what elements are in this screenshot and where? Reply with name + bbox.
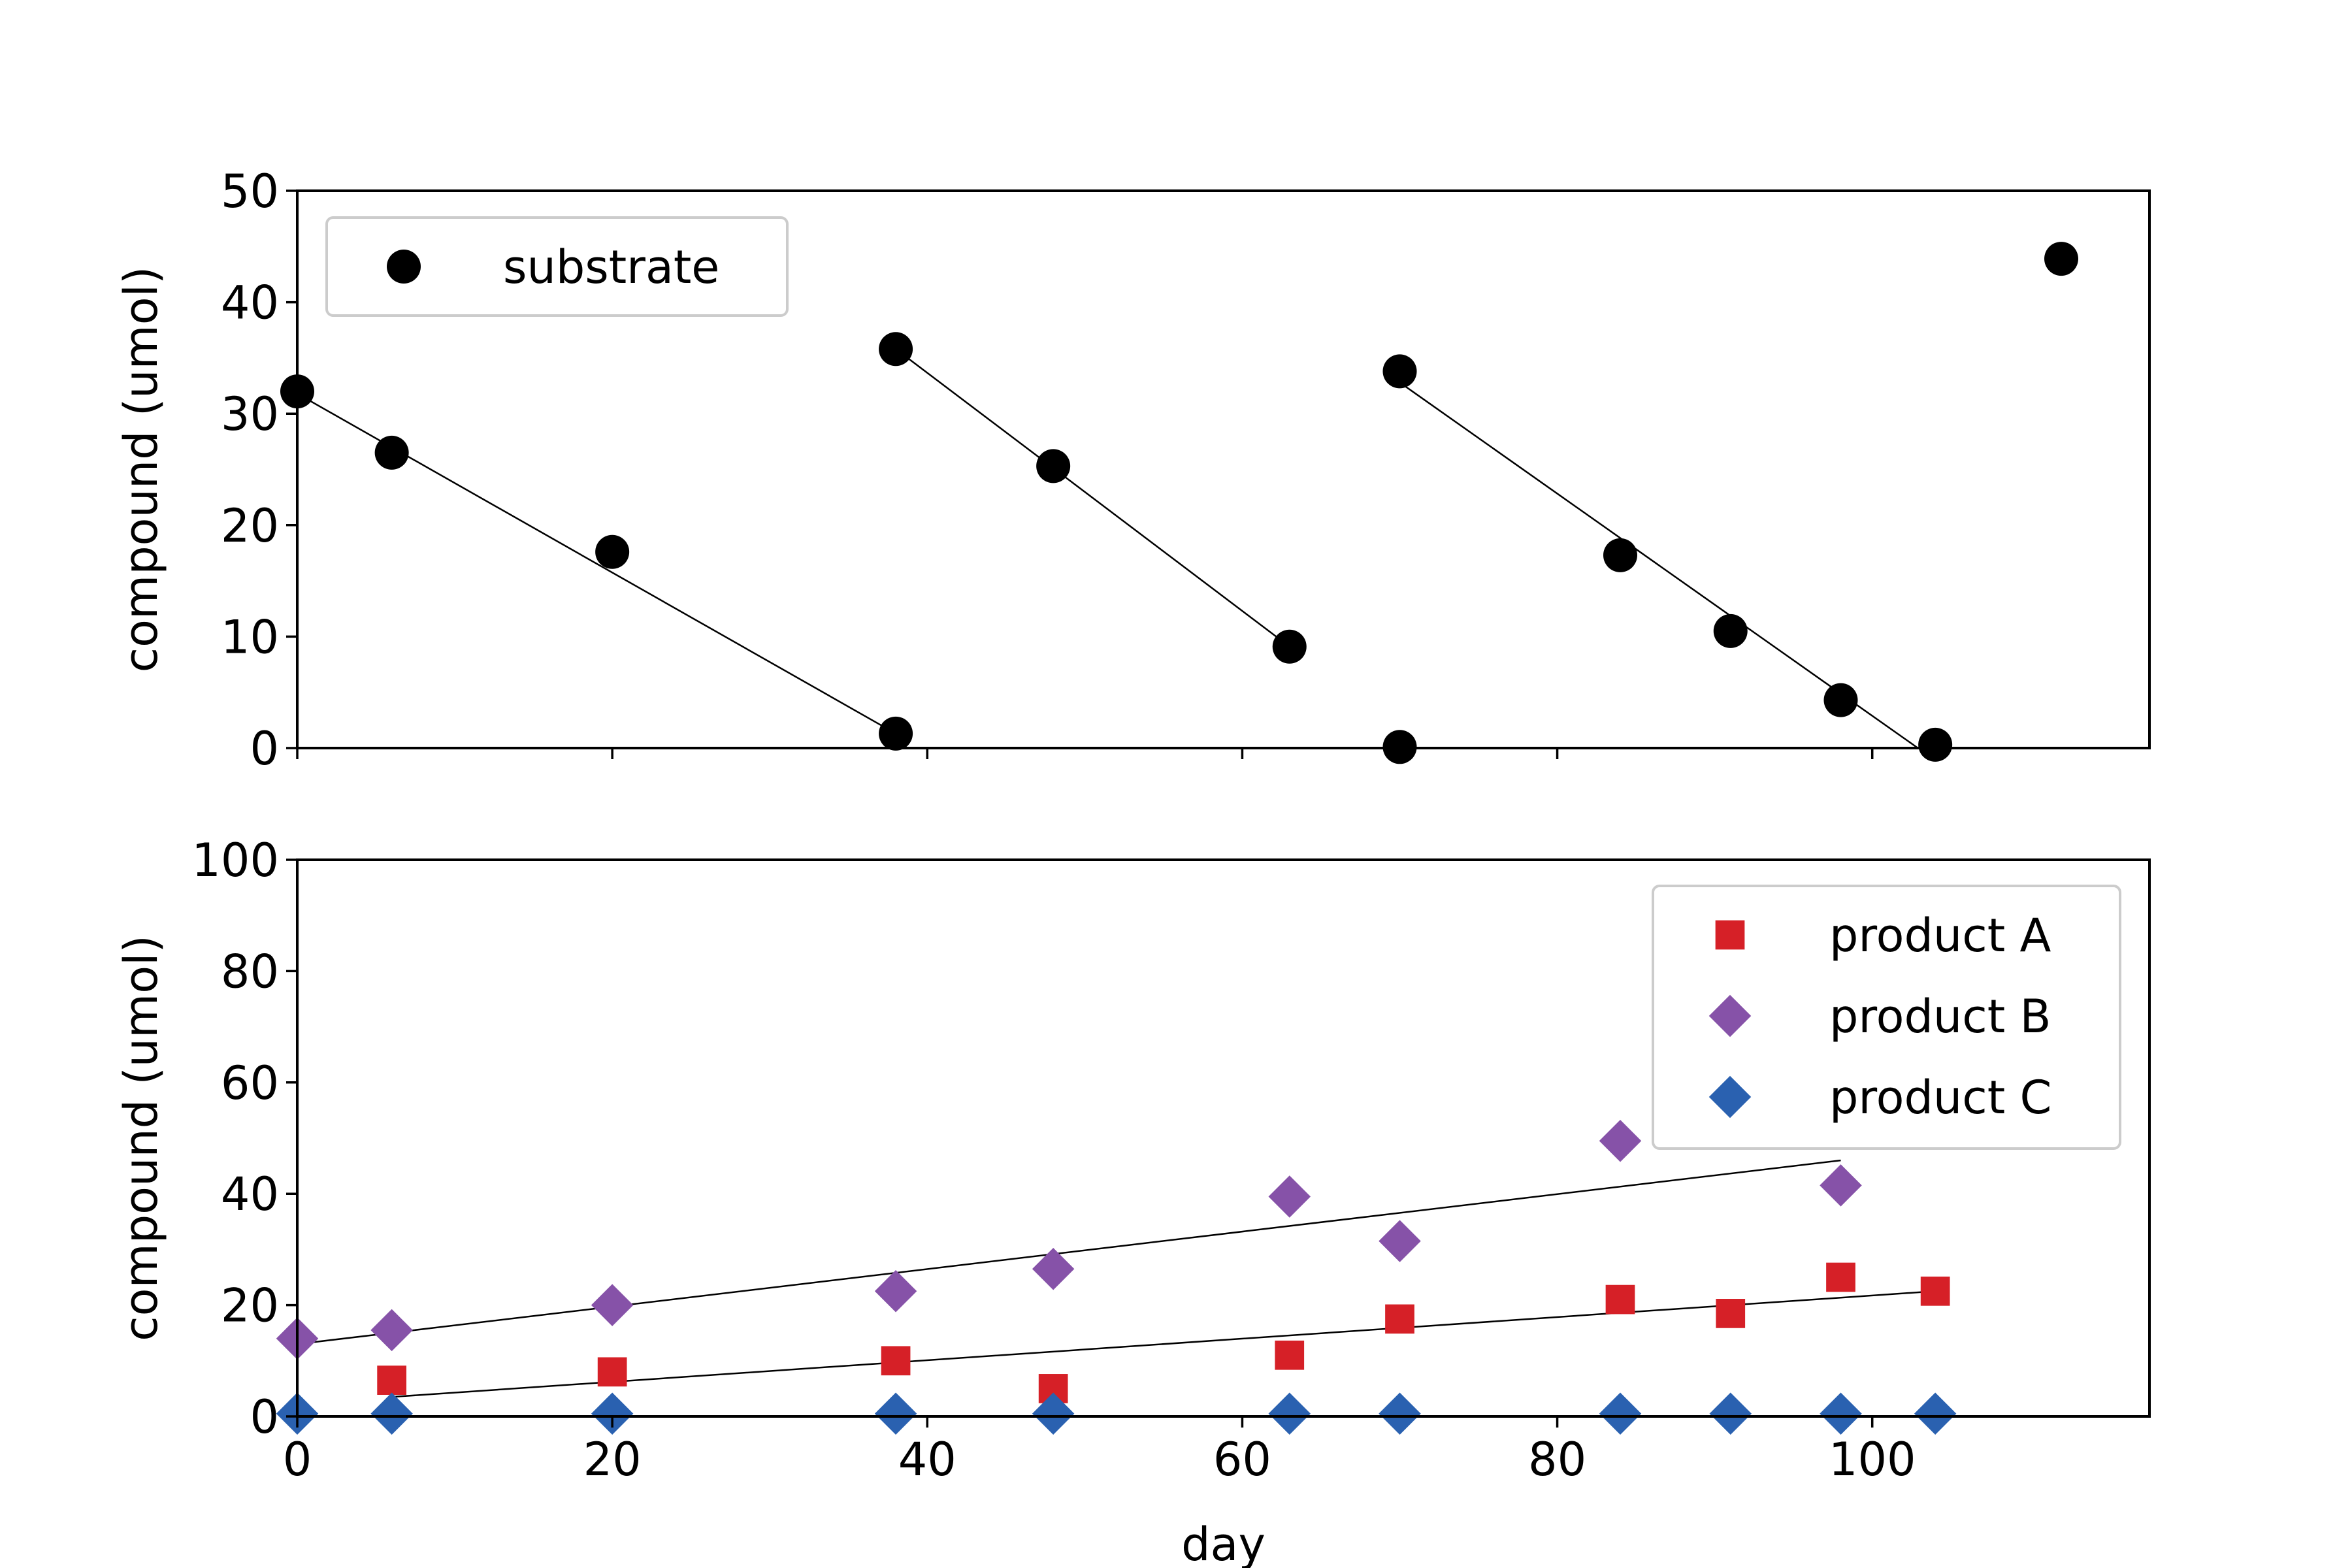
x-tick-label: 0 <box>283 1433 312 1486</box>
fit-line-2 <box>895 348 1290 647</box>
product-b-point-8 <box>1599 1120 1642 1162</box>
y-tick-label: 0 <box>250 722 279 776</box>
product-a-point-5 <box>1275 1340 1305 1370</box>
axes-frame <box>296 189 2151 749</box>
product-c-point-2 <box>370 1392 413 1435</box>
substrate-point-13 <box>1918 727 1953 762</box>
product-b-point-3 <box>591 1284 634 1326</box>
substrate-point-2 <box>374 435 409 470</box>
y-tick-label: 20 <box>221 1279 279 1333</box>
y-tick-label: 60 <box>221 1056 279 1110</box>
y-tick-label: 40 <box>221 1168 279 1221</box>
legend: substrate <box>325 216 789 317</box>
product-c-point-11 <box>1914 1392 1957 1435</box>
product-c-point-6 <box>1268 1392 1311 1435</box>
x-tick-label: 100 <box>1829 1433 1916 1486</box>
product-a-point-9 <box>1826 1262 1855 1292</box>
substrate-point-14 <box>2044 242 2078 276</box>
legend-label: product B <box>1829 990 2051 1043</box>
y-tick-label: 0 <box>250 1390 279 1444</box>
x-tick-label: 80 <box>1528 1433 1586 1486</box>
data-points <box>280 242 2078 764</box>
product-a-point-3 <box>881 1346 911 1376</box>
product-b-point-5 <box>1032 1247 1075 1290</box>
product-b-point-9 <box>1820 1164 1862 1207</box>
y-tick-label: 30 <box>221 387 279 441</box>
x-tick-label: 20 <box>583 1433 642 1486</box>
legend-marker <box>1708 1075 1752 1119</box>
legend-marker <box>1715 920 1745 950</box>
product-a-point-6 <box>1385 1304 1414 1334</box>
substrate-point-10 <box>1603 538 1637 572</box>
y-tick-label: 10 <box>221 610 279 664</box>
legend-label: product C <box>1829 1071 2051 1124</box>
y-tick-label: 50 <box>221 165 279 218</box>
y-tick-label: 100 <box>191 834 279 887</box>
product-b-point-7 <box>1379 1220 1421 1262</box>
substrate-point-4 <box>879 716 913 751</box>
product-c-point-8 <box>1599 1392 1642 1435</box>
product-a-point-10 <box>1920 1276 1950 1306</box>
substrate-point-6 <box>1036 449 1071 483</box>
axes-frame <box>296 858 2151 1418</box>
substrate-point-7 <box>1272 629 1307 664</box>
product-a-point-7 <box>1605 1284 1635 1315</box>
x-tick-label: 40 <box>898 1433 956 1486</box>
product-c-point-9 <box>1709 1392 1752 1435</box>
x-tick-label: 60 <box>1213 1433 1271 1486</box>
product-c-point-5 <box>1032 1392 1075 1435</box>
x-axis-label: day <box>1181 1518 1266 1568</box>
charts-root: 0 10 20 30 40 50 compound (umol) substrate 0 20 40… <box>114 165 2151 1568</box>
substrate-point-5 <box>879 332 913 367</box>
y-axis-label: compound (umol) <box>114 935 168 1341</box>
legend-box <box>1652 885 2121 1150</box>
substrate-point-12 <box>1823 683 1858 717</box>
product-a-point-1 <box>377 1365 407 1395</box>
data-points <box>276 1120 1957 1435</box>
fit-line-1 <box>391 1290 1936 1398</box>
substrate-point-3 <box>595 534 630 569</box>
y-tick-label: 40 <box>221 276 279 330</box>
legend: product A product B product C <box>1652 885 2121 1150</box>
chart-panel-2: 0 20 40 60 80 100 0 20 40 60 80 100 compound (umol) d… <box>114 834 2151 1568</box>
substrate-point-9 <box>1382 354 1417 389</box>
legend-marker <box>1708 994 1752 1037</box>
fit-line-2 <box>297 1159 1841 1345</box>
product-b-point-6 <box>1268 1175 1311 1218</box>
fit-lines <box>297 1159 1936 1398</box>
y-axis-label: compound (umol) <box>114 267 168 673</box>
product-c-point-10 <box>1820 1392 1862 1435</box>
substrate-point-11 <box>1713 613 1748 648</box>
product-c-point-4 <box>874 1392 917 1435</box>
product-b-point-4 <box>874 1270 917 1313</box>
legend-marker <box>387 250 421 284</box>
product-a-point-8 <box>1716 1299 1746 1328</box>
product-c-point-7 <box>1379 1392 1421 1435</box>
product-b-point-2 <box>370 1309 413 1352</box>
legend-label: substrate <box>503 240 719 294</box>
product-c-point-3 <box>591 1392 634 1435</box>
y-tick-label: 20 <box>221 499 279 553</box>
legend-label: product A <box>1829 909 2051 962</box>
y-tick-label: 80 <box>221 945 279 998</box>
legend-box <box>325 216 789 317</box>
product-a-point-2 <box>597 1357 627 1387</box>
chart-panel-1: 0 10 20 30 40 50 compound (umol) substrate <box>114 165 2151 776</box>
